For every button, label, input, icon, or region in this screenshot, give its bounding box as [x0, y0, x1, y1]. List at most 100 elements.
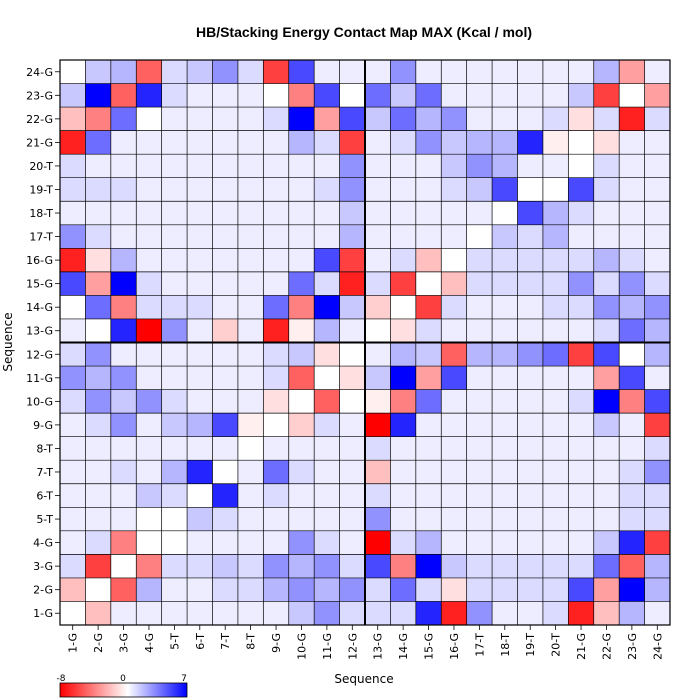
heatmap-cell [390, 224, 417, 249]
heatmap-cell [110, 60, 137, 84]
heatmap-cell [568, 60, 595, 84]
heatmap-cell [644, 177, 671, 202]
heatmap-cell [365, 389, 391, 414]
heatmap-cell [187, 601, 213, 626]
heatmap-cell [288, 577, 315, 602]
heatmap-cell [644, 601, 671, 626]
heatmap-cell [263, 271, 290, 296]
heatmap-cell [136, 130, 162, 155]
heatmap-cell [339, 389, 366, 414]
heatmap-cell [110, 224, 137, 249]
y-tick-label: 10-G [26, 395, 53, 408]
heatmap-cell [619, 460, 645, 485]
heatmap-cell [619, 342, 645, 367]
heatmap-cell [314, 177, 340, 202]
heatmap-cell [212, 389, 239, 414]
heatmap-cell [390, 507, 417, 532]
heatmap-cell [365, 413, 391, 437]
heatmap-cell [314, 201, 340, 226]
heatmap-cell [568, 577, 595, 602]
heatmap-cell [542, 177, 569, 202]
heatmap-cell [492, 295, 518, 320]
heatmap-cell [212, 318, 239, 343]
heatmap-cell [619, 271, 645, 296]
heatmap-cell [466, 201, 493, 226]
heatmap-cell [110, 436, 137, 461]
heatmap-cell [60, 483, 86, 508]
heatmap-cell [568, 177, 595, 202]
heatmap-cell [492, 530, 518, 555]
heatmap-cell [415, 201, 442, 226]
x-tick-label: 19-T [524, 633, 537, 657]
y-tick-label: 23-G [26, 89, 53, 102]
heatmap-cell [85, 154, 112, 179]
heatmap-cell [85, 389, 112, 414]
heatmap-cell [314, 436, 340, 461]
heatmap-cell [60, 248, 86, 273]
heatmap-cell [314, 248, 340, 273]
heatmap-cell [187, 460, 213, 485]
heatmap-cell [263, 248, 290, 273]
heatmap-cell [390, 366, 417, 390]
heatmap-cell [365, 577, 391, 602]
heatmap-cell [593, 224, 620, 249]
heatmap-cell [237, 130, 264, 155]
heatmap-cell [85, 60, 112, 84]
heatmap-cell [85, 318, 112, 343]
heatmap-cell [314, 224, 340, 249]
heatmap-cell [568, 389, 595, 414]
heatmap-cell [187, 413, 213, 437]
heatmap-cell [136, 201, 162, 226]
heatmap-cell [568, 318, 595, 343]
heatmap-cell [390, 554, 417, 579]
heatmap-cell [466, 318, 493, 343]
heatmap-cell [314, 271, 340, 296]
x-tick-label: 20-T [550, 633, 563, 657]
heatmap-cell [466, 83, 493, 108]
heatmap-cell [517, 436, 544, 461]
heatmap-cell [263, 483, 290, 508]
heatmap-cell [365, 248, 391, 273]
heatmap-cell [187, 107, 213, 131]
heatmap-cell [466, 295, 493, 320]
heatmap-cell [390, 413, 417, 437]
heatmap-cell [136, 483, 162, 508]
heatmap-cell [415, 530, 442, 555]
heatmap-cell [365, 177, 391, 202]
heatmap-cell [568, 107, 595, 131]
heatmap-cell [187, 389, 213, 414]
heatmap-cell [85, 554, 112, 579]
heatmap-cell [339, 107, 366, 131]
heatmap-cell [593, 295, 620, 320]
heatmap-cell [136, 577, 162, 602]
heatmap-cell [415, 154, 442, 179]
heatmap-cell [492, 389, 518, 414]
heatmap-cell [441, 342, 467, 367]
heatmap-cell [85, 460, 112, 485]
heatmap-cell [415, 224, 442, 249]
heatmap-cell [161, 295, 188, 320]
heatmap-cell [136, 271, 162, 296]
heatmap-cell [339, 177, 366, 202]
heatmap-cell [237, 554, 264, 579]
heatmap-cell [517, 389, 544, 414]
heatmap-cell [619, 107, 645, 131]
heatmap-cell [339, 342, 366, 367]
heatmap-cell [365, 154, 391, 179]
heatmap-cell [187, 577, 213, 602]
heatmap-cell [517, 271, 544, 296]
heatmap-cell [110, 201, 137, 226]
heatmap-cell [492, 554, 518, 579]
heatmap-cell [263, 295, 290, 320]
heatmap-cell [60, 177, 86, 202]
heatmap-cell [314, 318, 340, 343]
heatmap-cell [339, 60, 366, 84]
heatmap-cell [390, 577, 417, 602]
heatmap-cell [517, 577, 544, 602]
heatmap-cell [415, 389, 442, 414]
heatmap-cell [212, 530, 239, 555]
heatmap-cell [644, 83, 671, 108]
heatmap-cell [339, 436, 366, 461]
heatmap-cell [542, 342, 569, 367]
heatmap-cell [619, 436, 645, 461]
